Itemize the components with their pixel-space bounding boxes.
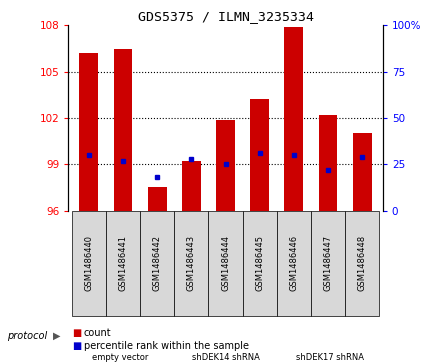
Bar xyxy=(140,211,174,316)
Bar xyxy=(242,211,277,316)
Text: protocol: protocol xyxy=(7,331,47,341)
Text: GSM1486447: GSM1486447 xyxy=(323,235,333,291)
Text: ■: ■ xyxy=(73,327,82,338)
Bar xyxy=(182,161,201,211)
Bar xyxy=(311,211,345,316)
Bar xyxy=(250,99,269,211)
Text: ■: ■ xyxy=(73,341,82,351)
Text: count: count xyxy=(84,327,111,338)
Text: percentile rank within the sample: percentile rank within the sample xyxy=(84,341,249,351)
Bar xyxy=(353,133,372,211)
Text: GSM1486448: GSM1486448 xyxy=(358,235,367,291)
Text: GSM1486444: GSM1486444 xyxy=(221,235,230,291)
Bar xyxy=(285,27,303,211)
Bar xyxy=(209,211,242,316)
Bar xyxy=(72,211,106,316)
Text: GSM1486442: GSM1486442 xyxy=(153,235,161,291)
Text: GSM1486445: GSM1486445 xyxy=(255,235,264,291)
Bar xyxy=(79,53,98,211)
Text: GSM1486440: GSM1486440 xyxy=(84,235,93,291)
Text: GSM1486443: GSM1486443 xyxy=(187,235,196,291)
Bar xyxy=(148,187,166,211)
Bar xyxy=(174,211,209,316)
Text: empty vector
shRNA control: empty vector shRNA control xyxy=(91,353,150,363)
Bar xyxy=(319,115,337,211)
Bar xyxy=(216,119,235,211)
Title: GDS5375 / ILMN_3235334: GDS5375 / ILMN_3235334 xyxy=(138,10,314,23)
Bar xyxy=(106,211,140,316)
Text: GSM1486446: GSM1486446 xyxy=(290,235,298,291)
Text: GSM1486441: GSM1486441 xyxy=(118,235,128,291)
Bar xyxy=(345,211,379,316)
Text: ▶: ▶ xyxy=(53,331,60,341)
Bar xyxy=(114,49,132,211)
Bar xyxy=(277,211,311,316)
Text: shDEK17 shRNA
knockdown: shDEK17 shRNA knockdown xyxy=(297,353,364,363)
Text: shDEK14 shRNA
knockdown: shDEK14 shRNA knockdown xyxy=(191,353,260,363)
